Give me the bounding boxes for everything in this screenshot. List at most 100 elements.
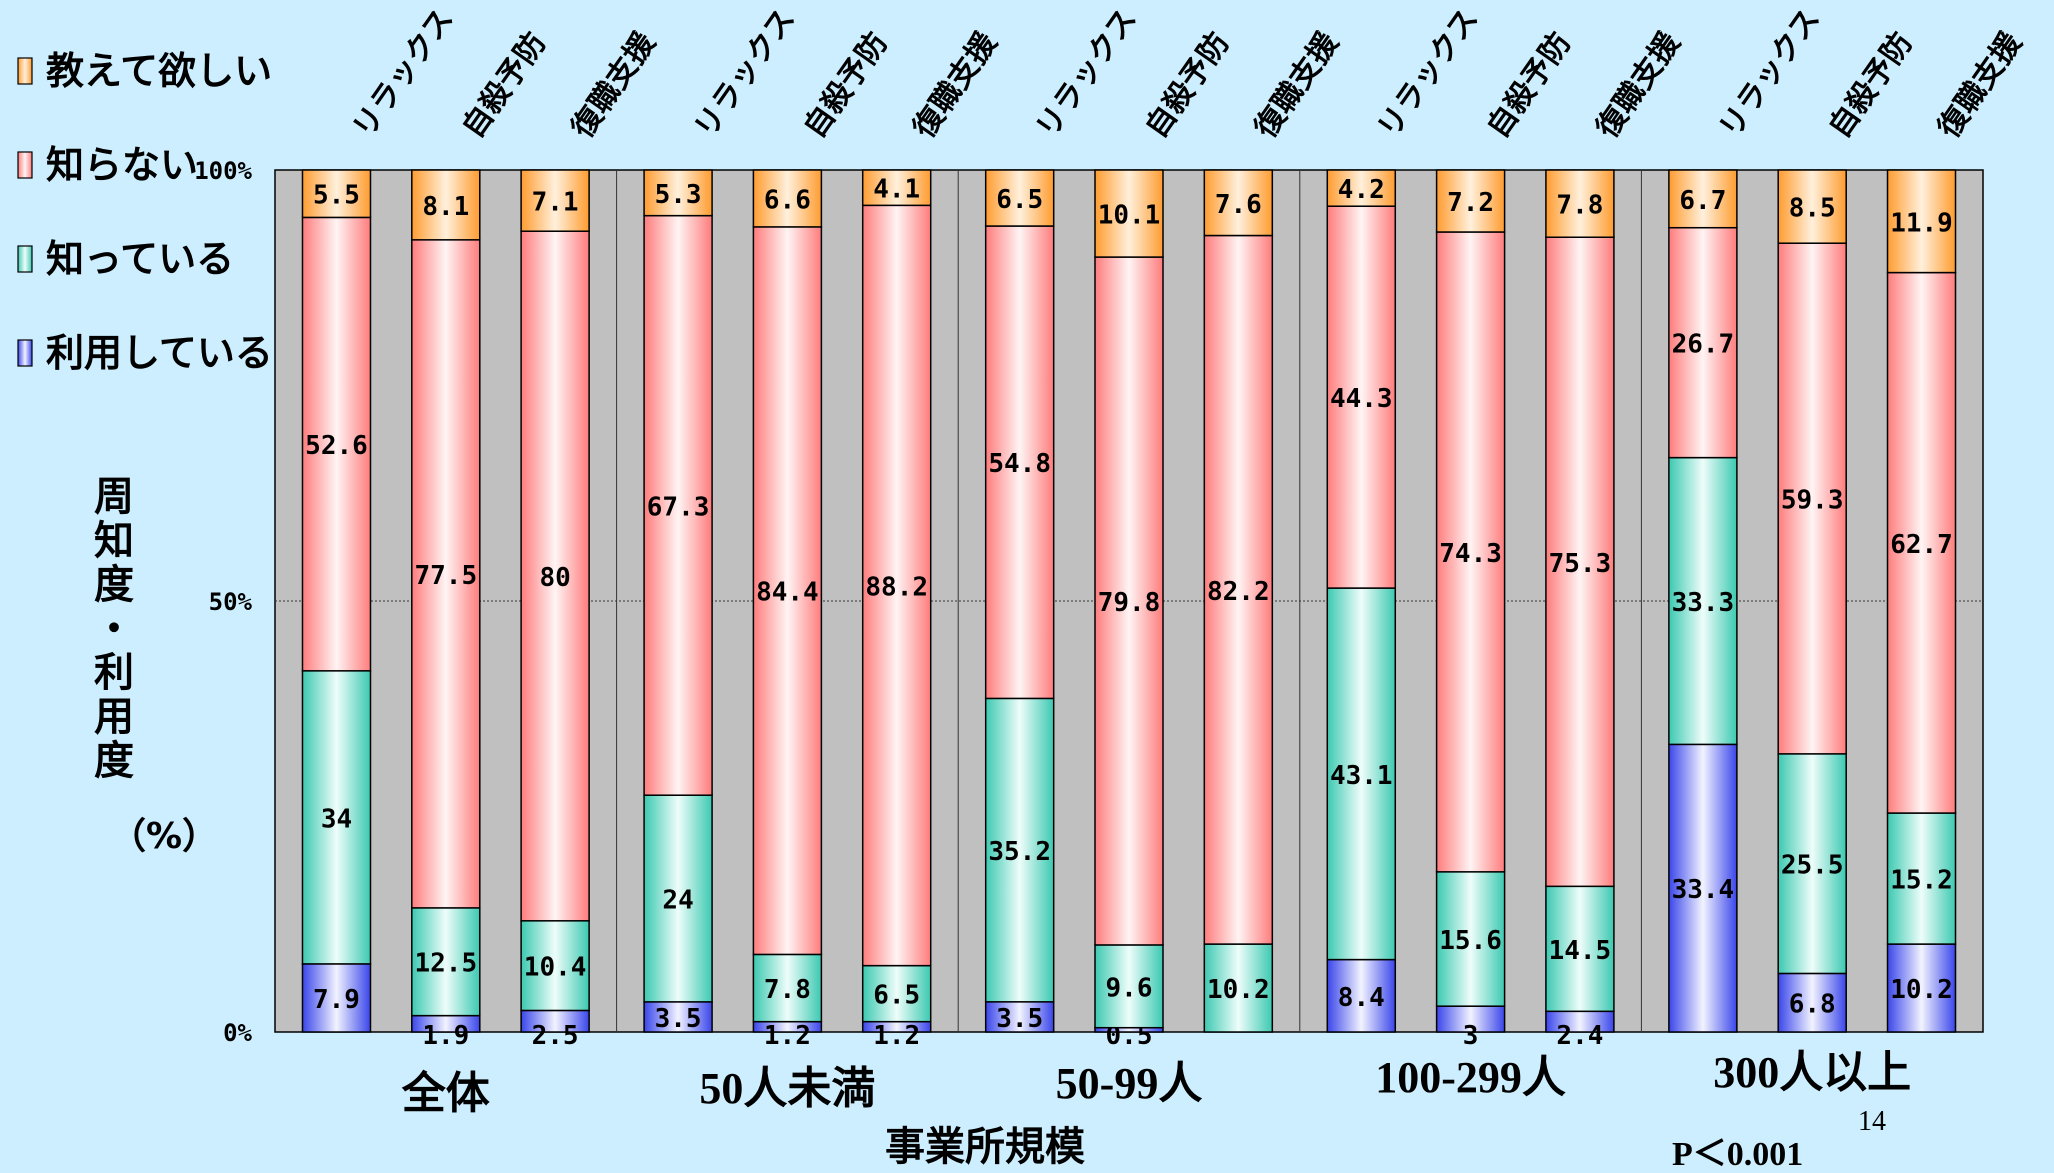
data-label: 34 [321, 804, 352, 834]
bar-segment-known [861, 964, 932, 1023]
group-label: 50-99人 [1056, 1059, 1203, 1108]
bar-segment-teach [984, 169, 1055, 227]
legend-swatch-known [17, 245, 33, 273]
data-label: 10.4 [524, 953, 587, 983]
bar-segment-teach [861, 169, 932, 207]
data-label: 35.2 [988, 837, 1051, 867]
data-label: 6.5 [873, 981, 920, 1011]
bar-segment-teach [1094, 169, 1164, 258]
bar-segment-unknown [1203, 234, 1274, 945]
y-axis-title-char: 周 [94, 474, 134, 520]
bar-category-label: リラックス [1030, 2, 1144, 144]
data-label: 3.5 [655, 1004, 702, 1034]
data-label: 5.3 [655, 180, 702, 210]
bar-segment-unknown [1545, 236, 1615, 888]
data-label: 77.5 [414, 561, 477, 591]
bar-category-label: リラックス [346, 2, 460, 144]
bar-segment-unknown [1777, 242, 1847, 755]
data-label: 11.9 [1890, 208, 1953, 238]
y-axis-unit: （%） [110, 816, 218, 857]
data-label: 15.2 [1890, 866, 1953, 896]
bar-segment-teach [1777, 169, 1847, 244]
bar-category-label: 自殺予防 [797, 26, 894, 144]
y-axis-title-char: 度 [94, 562, 134, 608]
data-label: 44.3 [1330, 384, 1393, 414]
bar-category-label: リラックス [1713, 2, 1827, 144]
data-label: 52.6 [305, 431, 368, 461]
data-label: 8.4 [1338, 983, 1385, 1013]
y-tick-label: 50% [209, 588, 253, 616]
data-label: 7.8 [764, 975, 811, 1005]
bar-segment-known [984, 697, 1055, 1003]
bar-category-label: 自殺予防 [456, 26, 553, 144]
bar-segment-teach [643, 169, 713, 217]
y-axis-title: 周知度・利用度 [94, 474, 134, 784]
bar-category-label: 自殺予防 [1480, 26, 1577, 144]
bar-segment-unknown [301, 216, 372, 672]
data-label: 24 [662, 886, 693, 916]
data-label: 67.3 [647, 492, 710, 522]
data-label: 33.3 [1672, 588, 1735, 618]
data-label: 4.2 [1338, 175, 1385, 205]
bar-segment-known [301, 670, 372, 965]
data-label: 7.8 [1556, 191, 1603, 221]
y-tick-label: 0% [223, 1019, 252, 1047]
bar-segment-teach [1545, 169, 1615, 238]
bar-segment-using [1326, 958, 1397, 1033]
legend-label-teach: 教えて欲しい [46, 49, 272, 93]
bar-segment-unknown [1326, 205, 1397, 589]
bar-segment-unknown [861, 204, 932, 967]
bar-segment-known [411, 907, 481, 1017]
legend-label-using: 利用している [46, 331, 273, 375]
bar-segment-unknown [984, 225, 1055, 700]
x-axis-title: 事業所規模 [885, 1124, 1085, 1170]
bar-segment-known [1326, 587, 1397, 961]
data-label: 3.5 [996, 1004, 1043, 1034]
data-label: 54.8 [988, 449, 1051, 479]
bar-category-label: リラックス [688, 2, 802, 144]
bar-category-label: 復職支援 [1248, 25, 1347, 145]
data-label: 2.5 [532, 1021, 579, 1051]
data-label: 88.2 [865, 572, 928, 602]
data-label: 74.3 [1439, 539, 1502, 569]
bar-segment-using [1668, 743, 1738, 1033]
legend-label-unknown: 知らない [46, 143, 198, 187]
data-label: 7.6 [1215, 190, 1262, 220]
data-label: 1.2 [873, 1021, 920, 1051]
data-label: 12.5 [414, 949, 477, 979]
data-label: 2.4 [1556, 1021, 1603, 1051]
bar-segment-using [1777, 972, 1847, 1033]
data-label: 33.4 [1672, 875, 1735, 905]
bar-segment-using [643, 1001, 713, 1033]
bar-segment-unknown [1668, 226, 1738, 459]
data-label: 75.3 [1549, 549, 1612, 579]
data-label: 80 [539, 563, 570, 593]
data-label: 6.8 [1789, 990, 1836, 1020]
legend-swatch-teach [17, 57, 33, 85]
bar-segment-unknown [520, 230, 590, 922]
data-label: 7.9 [313, 985, 360, 1015]
bar-segment-known [1777, 753, 1847, 975]
y-axis-title-char: 利 [94, 650, 134, 696]
bar-segment-unknown [1435, 231, 1506, 873]
bar-segment-teach [1668, 169, 1738, 229]
data-label: 79.8 [1098, 588, 1161, 618]
bar-segment-known [1668, 456, 1738, 746]
bar-category-label: 復職支援 [1931, 25, 2030, 145]
bar-category-label: 復職支援 [906, 25, 1005, 145]
bar-category-label: 自殺予防 [1822, 26, 1919, 144]
data-label: 4.1 [873, 175, 920, 205]
data-label: 84.4 [756, 578, 819, 608]
data-label: 43.1 [1330, 761, 1393, 791]
page-number: 14 [1858, 1106, 1886, 1137]
bar-segment-known [752, 953, 823, 1023]
legend-swatch-using [17, 339, 33, 367]
y-axis-title-char: ・ [94, 606, 134, 652]
data-label: 6.5 [996, 185, 1043, 215]
data-label: 8.5 [1789, 194, 1836, 224]
bar-segment-unknown [752, 226, 823, 956]
p-value: P＜0.001 [1672, 1136, 1803, 1173]
bar-segment-teach [752, 169, 823, 228]
y-axis-title-char: 知 [94, 518, 134, 564]
